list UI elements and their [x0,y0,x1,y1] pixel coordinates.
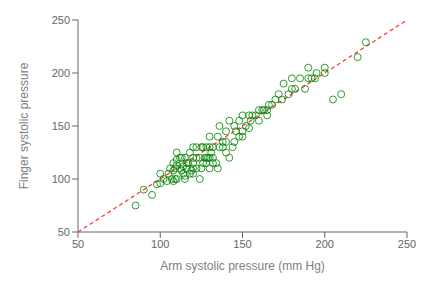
svg-text:200: 200 [316,238,334,250]
svg-text:50: 50 [72,238,84,250]
svg-text:200: 200 [52,67,70,79]
svg-text:Finger systolic pressure: Finger systolic pressure [17,62,31,189]
svg-text:Arm systolic pressure (mm Hg): Arm systolic pressure (mm Hg) [160,259,325,273]
svg-text:100: 100 [151,238,169,250]
svg-text:250: 250 [52,14,70,26]
svg-text:150: 150 [233,238,251,250]
svg-text:150: 150 [52,120,70,132]
svg-text:50: 50 [58,226,70,238]
svg-text:100: 100 [52,173,70,185]
svg-text:250: 250 [398,238,416,250]
